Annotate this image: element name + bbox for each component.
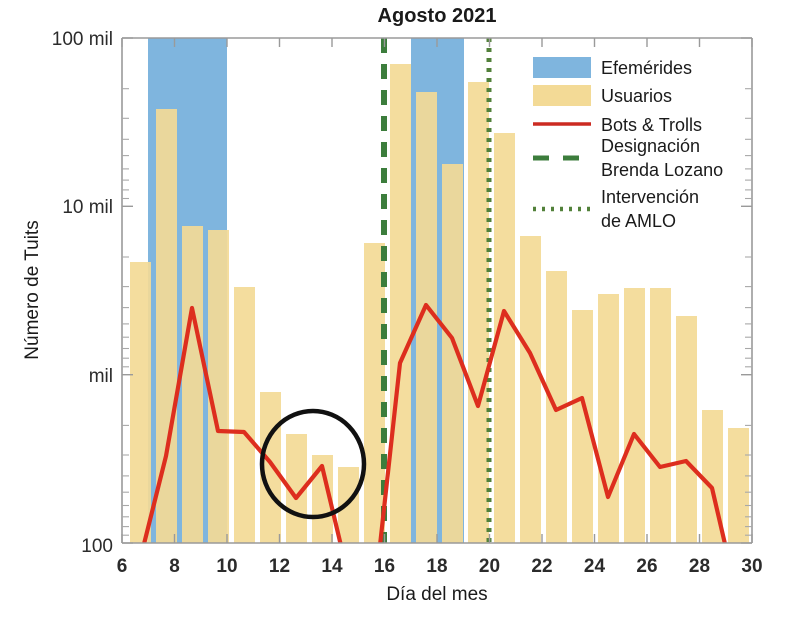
x-tick-label-10: 10 [216,556,237,577]
bar-day-9 [208,230,229,543]
x-tick-label-6: 6 [117,556,128,577]
legend-label-usuarios: Usuarios [601,86,672,106]
bar-day-24 [598,294,619,543]
x-tick-label-14: 14 [321,556,343,577]
legend-label-designacion: Designación [601,136,700,156]
bar-day-26 [650,288,671,543]
x-axis-ticks [121,38,753,543]
legend-label-efemerides: Efemérides [601,58,692,78]
legend-label-designacion-line2: Brenda Lozano [601,160,723,180]
y-tick-label-100: 100 [81,536,113,557]
x-tick-label-30: 30 [741,556,762,577]
bar-day-21 [520,236,541,543]
bar-day-19 [468,82,489,543]
chart-title: Agosto 2021 [378,5,497,27]
y-tick-label-10mil: 10 mil [62,197,113,218]
chart-legend: Efemérides Usuarios Bots & Trolls Design… [533,57,723,231]
bar-day-20 [494,133,515,543]
bots-trolls-polyline [142,302,727,543]
bar-day-15 [364,243,385,543]
legend-label-intervencion-line2: de AMLO [601,211,676,231]
bar-day-13 [312,455,333,543]
x-tick-label-22: 22 [531,556,552,577]
highlight-ellipse-annotation [259,408,367,520]
bar-day-17 [416,92,437,543]
y-axis-minor-ticks [122,88,752,536]
bar-day-25 [624,288,645,543]
x-tick-label-28: 28 [689,556,710,577]
bar-day-27 [676,316,697,543]
x-tick-label-26: 26 [636,556,657,577]
x-tick-label-16: 16 [374,556,395,577]
y-tick-label-mil: mil [89,366,113,387]
bar-day-8 [182,226,203,543]
bar-day-16 [390,64,411,543]
bar-day-6 [130,262,151,543]
bar-day-10 [234,287,255,543]
x-tick-label-24: 24 [584,556,606,577]
x-axis-title: Día del mes [386,584,487,605]
y-tick-label-100mil: 100 mil [52,29,113,50]
x-tick-label-20: 20 [479,556,500,577]
x-tick-label-12: 12 [269,556,290,577]
bar-day-18 [442,164,463,543]
x-tick-label-18: 18 [426,556,447,577]
y-axis-title: Número de Tuits [22,220,43,359]
usuarios-bars [130,64,749,543]
legend-swatch-usuarios [533,85,591,106]
bots-trolls-line [142,302,727,543]
legend-swatch-efemerides [533,57,591,78]
legend-label-intervencion: Intervención [601,187,699,207]
bar-day-23 [572,310,593,543]
legend-label-bots-trolls: Bots & Trolls [601,115,702,135]
y-axis-major-ticks [122,37,752,544]
x-tick-label-8: 8 [169,556,180,577]
bar-day-29 [728,428,749,543]
